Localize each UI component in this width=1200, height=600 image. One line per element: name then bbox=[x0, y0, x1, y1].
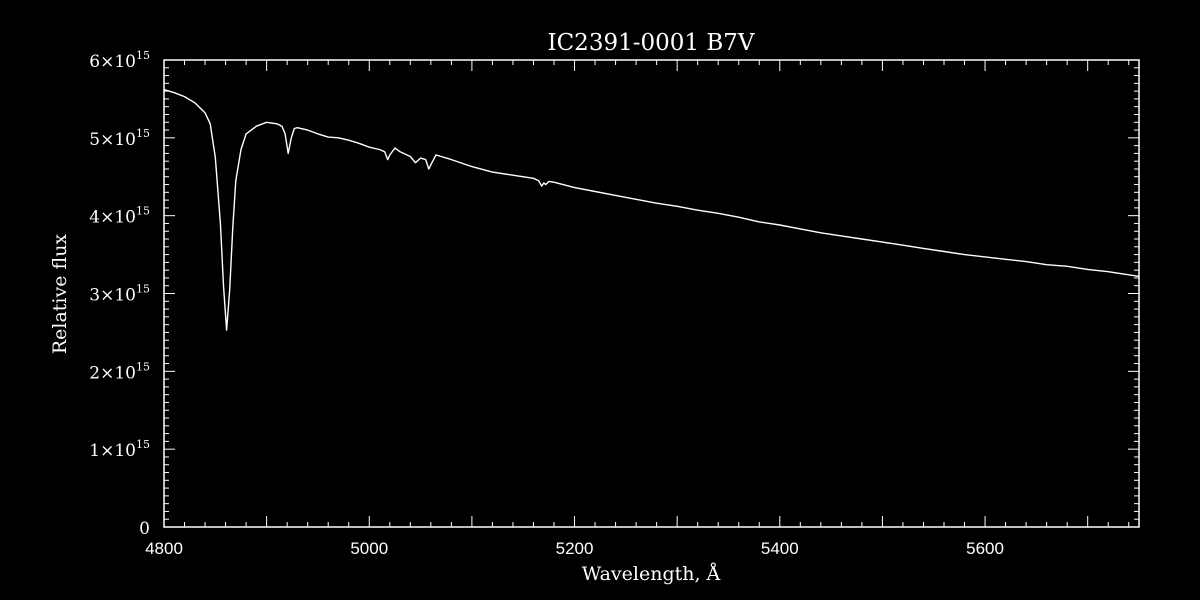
tick-labels: 4800 5000 5200 5400 5600 0 1×1015 2×1015 3×1015 4… bbox=[89, 49, 1004, 558]
y-tick-label: 4×1015 bbox=[89, 205, 150, 228]
x-tick-label: 5200 bbox=[556, 539, 594, 558]
x-tick-label: 4800 bbox=[145, 539, 183, 558]
y-tick-label: 3×1015 bbox=[89, 283, 150, 306]
plot-frame bbox=[163, 59, 1140, 528]
x-tick-label: 5600 bbox=[966, 539, 1004, 558]
x-axis-label: Wavelength, Å bbox=[582, 563, 721, 585]
x-tick-label: 5000 bbox=[350, 539, 388, 558]
axis-ticks bbox=[163, 59, 1139, 528]
y-tick-label: 2×1015 bbox=[89, 360, 150, 383]
x-tick-label: 5400 bbox=[761, 539, 799, 558]
y-tick-label: 5×1015 bbox=[89, 127, 150, 150]
spectrum-line bbox=[163, 88, 1140, 331]
y-tick-label: 6×1015 bbox=[89, 49, 150, 72]
chart-title: IC2391-0001 B7V bbox=[548, 30, 755, 56]
y-axis-label: Relative flux bbox=[49, 234, 71, 355]
y-tick-label: 0 bbox=[139, 519, 150, 539]
y-tick-label: 1×1015 bbox=[89, 438, 150, 461]
